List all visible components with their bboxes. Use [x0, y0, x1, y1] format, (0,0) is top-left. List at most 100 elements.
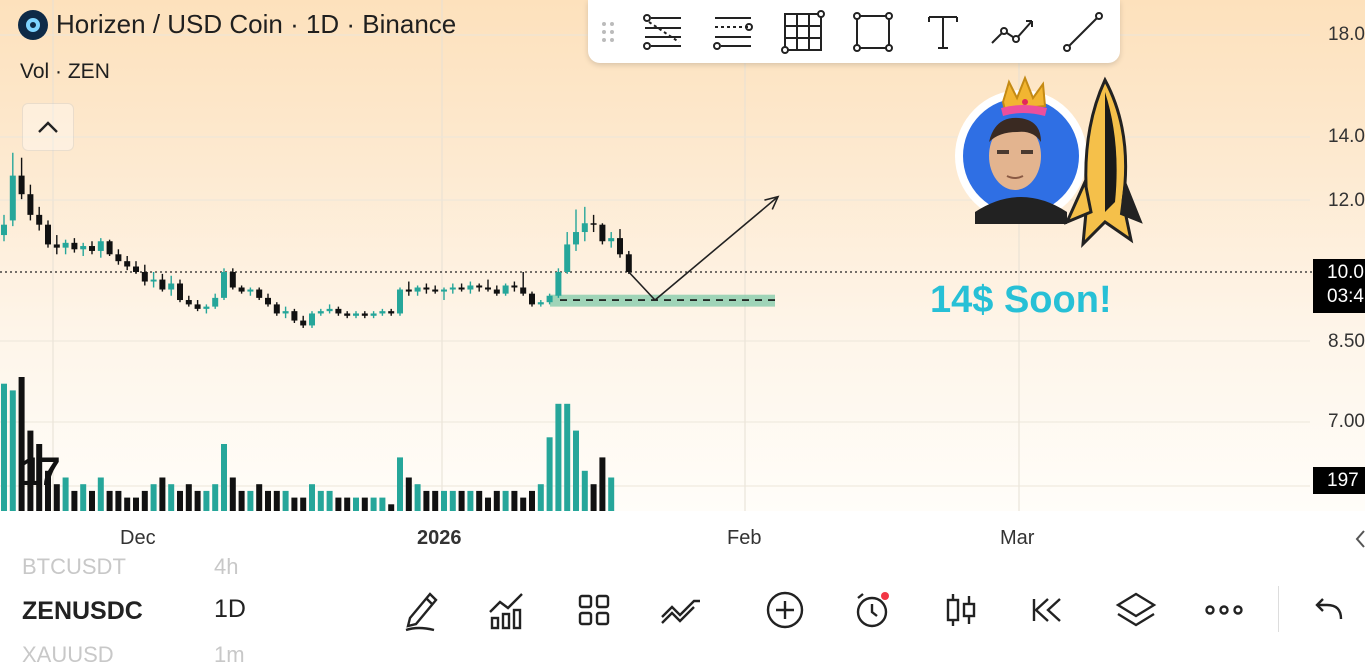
volume-bar [449, 490, 456, 511]
volume-bar [564, 403, 571, 511]
candle-body [168, 283, 175, 290]
path-icon[interactable] [978, 0, 1048, 63]
candle-body [1, 224, 7, 236]
candle-body [370, 313, 377, 316]
collapse-legend-button[interactable] [22, 103, 74, 151]
volume-bar [441, 490, 447, 511]
interval-picker-prev[interactable]: 4h [214, 554, 239, 579]
add-icon[interactable] [761, 586, 809, 634]
volume-indicator-label[interactable]: Vol · ZEN [20, 60, 110, 83]
candle-body [502, 285, 509, 294]
price-label: 14.0 [1328, 126, 1365, 147]
symbol-picker-current[interactable]: ZENUSDC [22, 597, 143, 625]
candle-body [353, 313, 359, 316]
trendline-icon[interactable] [1048, 0, 1118, 63]
current-price: 10.0 [1327, 262, 1364, 283]
time-label: Mar [1000, 527, 1035, 549]
time-label: Dec [120, 527, 156, 549]
chart-area[interactable]: Horizen / USD Coin · 1D · Binance Vol · … [0, 0, 1365, 511]
fib-extension-icon[interactable] [698, 0, 768, 63]
volume-bar [115, 490, 122, 511]
candle-body [625, 254, 632, 272]
scroll-left-icon[interactable] [1354, 529, 1365, 549]
grid-icon[interactable] [768, 0, 838, 63]
replay-icon[interactable] [1024, 586, 1072, 634]
volume-bar [36, 444, 43, 511]
support-zone [550, 294, 775, 307]
more-icon[interactable] [1200, 586, 1248, 634]
volume-bar [185, 484, 192, 511]
toolbar-divider [1278, 586, 1279, 632]
volume-bar [89, 490, 95, 511]
candle-body [608, 238, 615, 242]
candle-body [397, 289, 403, 314]
candle-body [256, 289, 263, 298]
symbol-picker-prev[interactable]: BTCUSDT [22, 554, 126, 579]
candle-body [53, 244, 60, 248]
candles-icon[interactable] [937, 586, 985, 634]
volume-bar [300, 497, 307, 511]
volume-bar [546, 437, 553, 511]
price-label: 18.0 [1328, 24, 1365, 45]
drawings-icon[interactable] [657, 586, 705, 634]
elon-rocket-sticker [955, 75, 1143, 249]
layers-icon[interactable] [1112, 586, 1160, 634]
candle-body [529, 293, 535, 305]
candle-body [581, 223, 588, 233]
drag-handle-icon[interactable] [588, 20, 628, 44]
pencil-icon[interactable] [396, 586, 444, 634]
volume-bar [256, 484, 263, 511]
rectangle-icon[interactable] [838, 0, 908, 63]
candle-body [106, 241, 113, 255]
candle-body [36, 214, 43, 225]
text-icon[interactable] [908, 0, 978, 63]
candle-body [133, 266, 139, 272]
candle-body [247, 289, 254, 292]
volume-bar [344, 497, 351, 511]
candle-body [150, 279, 157, 282]
volume-bar [229, 477, 236, 511]
symbol-title[interactable]: Horizen / USD Coin · 1D · Binance [18, 9, 456, 40]
volume-bar [159, 477, 166, 511]
volume-bar [309, 484, 315, 511]
time-axis[interactable]: Dec 2026 Feb Mar [0, 511, 1365, 564]
volume-bar [97, 477, 104, 511]
price-target-annotation[interactable]: 14$ Soon! [930, 279, 1112, 321]
volume-bar [238, 490, 245, 511]
bottom-toolbar: BTCUSDT 4h ZENUSDC 1D XAUUSD 1m [0, 554, 1365, 667]
volume-bar [150, 484, 157, 511]
volume-bar [599, 457, 606, 511]
candle-body [177, 283, 183, 301]
projection-arrowhead [764, 195, 780, 210]
indicators-icon[interactable] [482, 586, 530, 634]
candle-body [265, 297, 271, 305]
candle-body [361, 313, 368, 316]
candle-body [185, 300, 192, 305]
candle-body [467, 285, 474, 290]
symbol-picker-next[interactable]: XAUUSD [22, 642, 114, 667]
volume-bar [388, 504, 395, 511]
volume-bar [458, 490, 465, 511]
candle-body [335, 308, 342, 314]
candle-body [379, 311, 386, 314]
candle-body [599, 224, 606, 242]
alert-icon[interactable] [848, 586, 896, 634]
candle-body [617, 238, 623, 255]
volume-bar [221, 444, 227, 511]
interval-picker-current[interactable]: 1D [214, 595, 246, 623]
undo-icon[interactable] [1305, 586, 1353, 634]
fib-retracement-icon[interactable] [628, 0, 698, 63]
candle-body [590, 223, 597, 225]
time-label: 2026 [417, 527, 462, 549]
volume-bar [581, 470, 588, 511]
candle-body [326, 308, 333, 312]
chart-title: Horizen / USD Coin · 1D · Binance [56, 9, 457, 39]
interval-picker-next[interactable]: 1m [214, 642, 245, 667]
apps-grid-icon[interactable] [570, 586, 618, 634]
candlestick-chart[interactable] [0, 0, 1365, 511]
candle-body [124, 261, 131, 267]
volume-bar [493, 490, 500, 511]
volume-bar [177, 490, 183, 511]
candle-body [45, 224, 51, 245]
volume-bar [555, 403, 562, 511]
